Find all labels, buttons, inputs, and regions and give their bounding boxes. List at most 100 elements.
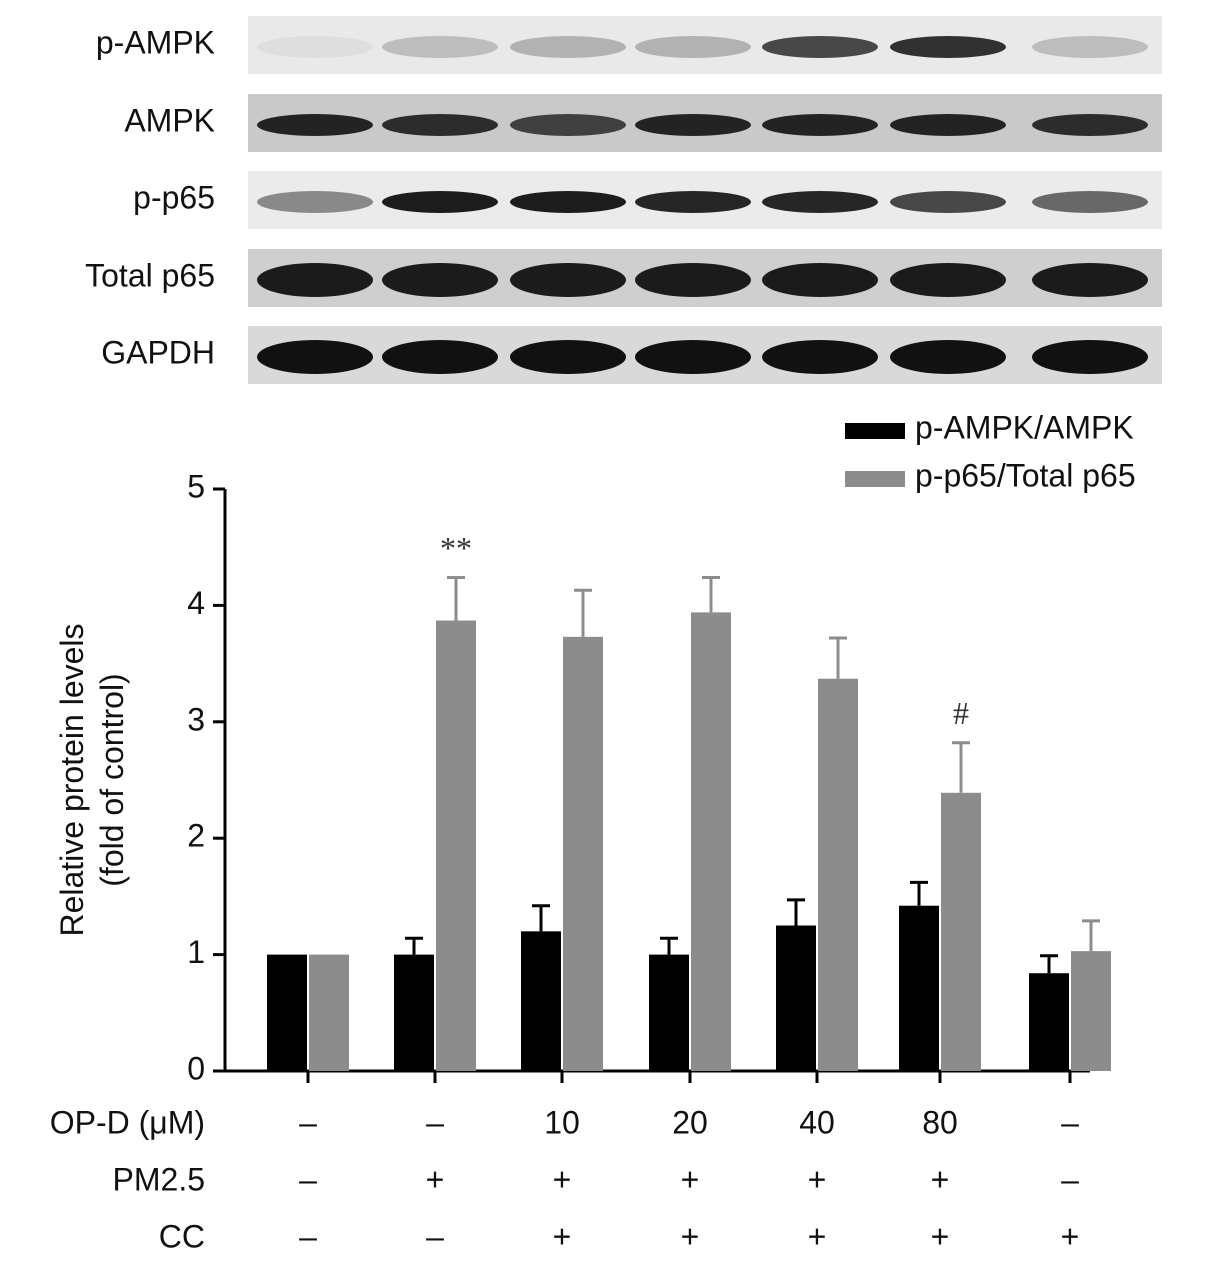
condition-label: CC — [159, 1218, 205, 1254]
blot-band — [257, 191, 373, 213]
condition-value: 40 — [799, 1104, 835, 1140]
bar — [267, 954, 307, 1071]
error-bar — [1040, 954, 1058, 974]
bar — [899, 905, 939, 1071]
error-bar — [1082, 919, 1100, 952]
blot-band — [257, 263, 373, 297]
blot-band — [890, 191, 1006, 213]
error-bar — [405, 936, 423, 955]
condition-value: + — [808, 1218, 827, 1254]
condition-value: 20 — [672, 1104, 708, 1140]
error-bar — [660, 936, 678, 955]
error-bar — [910, 880, 928, 906]
condition-value: – — [426, 1218, 444, 1254]
y-tick-label: 5 — [187, 468, 205, 504]
condition-value: + — [553, 1161, 572, 1197]
blot-band — [890, 36, 1006, 58]
bar — [649, 954, 689, 1071]
error-bar — [532, 904, 550, 932]
condition-value: + — [931, 1161, 950, 1197]
y-tick-label: 0 — [187, 1050, 205, 1086]
blot-band — [890, 263, 1006, 297]
y-tick-label: 3 — [187, 701, 205, 737]
bar — [691, 612, 731, 1071]
error-bar — [787, 898, 805, 926]
condition-value: + — [931, 1218, 950, 1254]
y-axis-label-line: Relative protein levels — [54, 623, 90, 936]
bar — [776, 925, 816, 1071]
legend-swatch — [845, 423, 905, 439]
blot-band — [510, 191, 626, 213]
condition-value: + — [553, 1218, 572, 1254]
condition-value: + — [1061, 1218, 1080, 1254]
blot-band — [762, 36, 878, 58]
blot-label: p-AMPK — [96, 24, 215, 60]
y-tick-label: 4 — [187, 585, 205, 621]
blot-band — [382, 263, 498, 297]
condition-value: – — [1061, 1104, 1079, 1140]
bar — [436, 620, 476, 1071]
blot-band — [635, 340, 751, 374]
blot-band — [635, 263, 751, 297]
condition-value: 10 — [544, 1104, 580, 1140]
legend-label: p-p65/Total p65 — [915, 457, 1136, 493]
condition-value: 80 — [922, 1104, 958, 1140]
bar — [941, 792, 981, 1071]
y-axis-label: Relative protein levels (fold of control) — [54, 623, 130, 936]
blot-band — [1032, 191, 1148, 213]
blot-band — [762, 340, 878, 374]
blot-band — [762, 191, 878, 213]
blot-band — [510, 263, 626, 297]
condition-label: OP-D (μM) — [50, 1104, 205, 1140]
bar — [1071, 951, 1111, 1071]
legend-swatch — [845, 471, 905, 487]
blot-label: GAPDH — [101, 334, 215, 370]
blot-band — [762, 114, 878, 136]
bar — [818, 678, 858, 1071]
bar — [394, 954, 434, 1071]
blot-label: Total p65 — [85, 257, 215, 293]
blot-band — [382, 191, 498, 213]
condition-value: + — [681, 1218, 700, 1254]
blot-band — [510, 36, 626, 58]
error-bar — [829, 636, 847, 679]
condition-value: + — [681, 1161, 700, 1197]
bar — [521, 931, 561, 1071]
blot-band — [510, 340, 626, 374]
blot-band — [890, 114, 1006, 136]
condition-value: + — [426, 1161, 445, 1197]
blot-band — [635, 191, 751, 213]
significance-mark: ** — [440, 530, 472, 566]
y-tick-label: 2 — [187, 818, 205, 854]
error-bar — [574, 588, 592, 637]
blot-band — [1032, 114, 1148, 136]
condition-value: – — [299, 1218, 317, 1254]
blot-band — [1032, 340, 1148, 374]
blot-band — [382, 114, 498, 136]
blot-band — [382, 36, 498, 58]
blot-band — [762, 263, 878, 297]
blot-band — [1032, 263, 1148, 297]
error-bar — [447, 575, 465, 621]
blot-band — [510, 114, 626, 136]
blot-band — [257, 340, 373, 374]
error-bar — [952, 741, 970, 793]
blot-band — [257, 36, 373, 58]
condition-value: – — [299, 1104, 317, 1140]
blot-band — [635, 114, 751, 136]
significance-mark: # — [953, 695, 969, 731]
bar — [1029, 973, 1069, 1071]
blot-strip — [248, 16, 1162, 74]
bar — [563, 636, 603, 1071]
y-tick-label: 1 — [187, 934, 205, 970]
condition-value: – — [1061, 1161, 1079, 1197]
condition-label: PM2.5 — [113, 1161, 205, 1197]
bar — [309, 954, 349, 1071]
blot-band — [382, 340, 498, 374]
blot-band — [635, 36, 751, 58]
error-bar — [702, 575, 720, 613]
y-axis-label-line: (fold of control) — [94, 673, 130, 886]
blot-band — [1032, 36, 1148, 58]
blot-band — [890, 340, 1006, 374]
